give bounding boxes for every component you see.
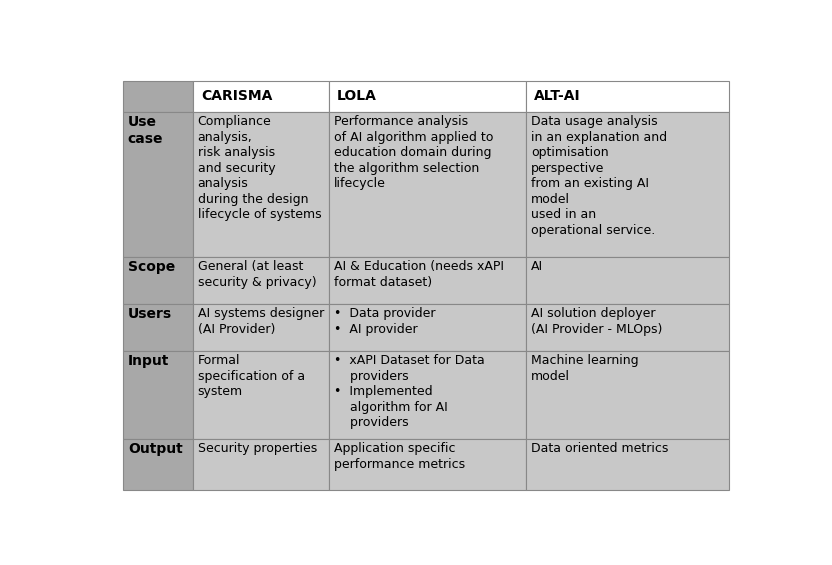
Bar: [123, 438, 193, 490]
Bar: [329, 257, 527, 304]
Bar: [193, 111, 329, 257]
Bar: [193, 81, 329, 111]
Bar: [329, 304, 527, 351]
Bar: [527, 81, 730, 111]
Text: •  Data provider
•  AI provider: • Data provider • AI provider: [334, 307, 435, 336]
Text: Data oriented metrics: Data oriented metrics: [531, 442, 668, 455]
Bar: [193, 351, 329, 438]
Text: LOLA: LOLA: [337, 89, 377, 103]
Text: AI systems designer
(AI Provider): AI systems designer (AI Provider): [197, 307, 324, 336]
Text: General (at least
security & privacy): General (at least security & privacy): [197, 260, 316, 289]
Bar: [527, 304, 730, 351]
Text: AI solution deployer
(AI Provider - MLOps): AI solution deployer (AI Provider - MLOp…: [531, 307, 662, 336]
Text: Users: Users: [128, 307, 172, 321]
Text: Input: Input: [128, 354, 169, 368]
Text: Data usage analysis
in an explanation and
optimisation
perspective
from an exist: Data usage analysis in an explanation an…: [531, 115, 667, 237]
Bar: [193, 304, 329, 351]
Text: AI: AI: [531, 260, 543, 273]
Text: Use
case: Use case: [128, 115, 163, 146]
Bar: [193, 438, 329, 490]
Text: Compliance
analysis,
risk analysis
and security
analysis
during the design
lifec: Compliance analysis, risk analysis and s…: [197, 115, 321, 221]
Text: •  xAPI Dataset for Data
    providers
•  Implemented
    algorithm for AI
    p: • xAPI Dataset for Data providers • Impl…: [334, 354, 485, 429]
Text: Performance analysis
of AI algorithm applied to
education domain during
the algo: Performance analysis of AI algorithm app…: [334, 115, 493, 190]
Bar: [329, 111, 527, 257]
Bar: [527, 438, 730, 490]
Bar: [329, 81, 527, 111]
Text: ALT-AI: ALT-AI: [534, 89, 581, 103]
Text: Output: Output: [128, 442, 182, 456]
Bar: [329, 438, 527, 490]
Text: AI & Education (needs xAPI
format dataset): AI & Education (needs xAPI format datase…: [334, 260, 504, 289]
Bar: [123, 257, 193, 304]
Text: Security properties: Security properties: [197, 442, 317, 455]
Bar: [329, 351, 527, 438]
Bar: [193, 257, 329, 304]
Bar: [123, 81, 193, 111]
Bar: [527, 257, 730, 304]
Text: Machine learning
model: Machine learning model: [531, 354, 638, 383]
Bar: [123, 304, 193, 351]
Bar: [527, 111, 730, 257]
Text: Formal
specification of a
system: Formal specification of a system: [197, 354, 305, 398]
Text: Scope: Scope: [128, 260, 175, 274]
Bar: [527, 351, 730, 438]
Text: Application specific
performance metrics: Application specific performance metrics: [334, 442, 465, 471]
Bar: [123, 111, 193, 257]
Text: CARISMA: CARISMA: [201, 89, 272, 103]
Bar: [123, 351, 193, 438]
